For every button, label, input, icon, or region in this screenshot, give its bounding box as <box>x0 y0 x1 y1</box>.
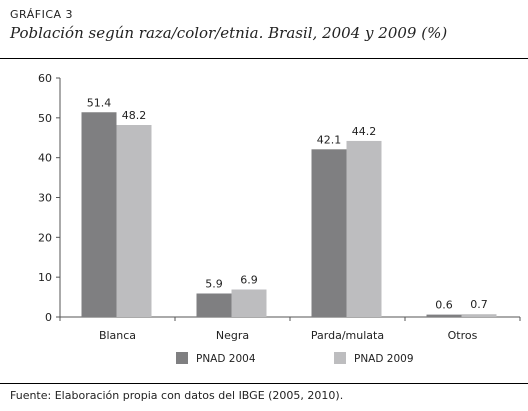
bar <box>81 112 117 317</box>
source-text: Elaboración propia con datos del IBGE (2… <box>51 389 344 402</box>
source-label: Fuente: <box>10 389 52 402</box>
top-rule <box>0 58 528 59</box>
legend-swatch <box>176 352 188 364</box>
x-tick-label: Blanca <box>99 329 136 342</box>
bar <box>116 125 152 318</box>
bar <box>311 149 347 317</box>
x-tick-label: Negra <box>216 329 249 342</box>
data-label: 0.6 <box>435 299 453 312</box>
legend-label: PNAD 2009 <box>354 353 414 365</box>
y-tick-label: 50 <box>38 112 52 125</box>
bar <box>461 314 497 317</box>
bottom-rule <box>0 383 528 384</box>
source-note: Fuente: Elaboración propia con datos del… <box>10 389 343 402</box>
y-tick-label: 30 <box>38 192 52 205</box>
bar-chart: 0 10 20 30 40 50 60 51.4 48.2 Blanca 5.9 6.9 Negra 42… <box>38 72 521 365</box>
x-tick-label: Parda/mulata <box>311 329 384 342</box>
bar <box>231 289 267 317</box>
legend-label: PNAD 2004 <box>196 353 256 365</box>
data-label: 5.9 <box>205 277 223 290</box>
y-tick-label: 10 <box>38 271 52 284</box>
y-tick-label: 0 <box>45 311 52 324</box>
chart-label: GRÁFICA 3 <box>10 8 74 21</box>
data-label: 6.9 <box>240 274 258 287</box>
x-tick-label: Otros <box>448 329 478 342</box>
y-tick-label: 40 <box>38 152 52 165</box>
data-label: 0.7 <box>470 298 488 311</box>
data-label: 51.4 <box>87 96 112 109</box>
data-label: 48.2 <box>122 109 147 122</box>
data-label: 44.2 <box>352 125 377 138</box>
bar <box>196 293 232 317</box>
y-tick-label: 20 <box>38 231 52 244</box>
data-label: 42.1 <box>317 133 342 146</box>
bar <box>346 140 382 317</box>
y-tick-label: 60 <box>38 72 52 85</box>
chart-title: Población según raza/color/etnia. Brasil… <box>10 24 448 42</box>
legend-swatch <box>334 352 346 364</box>
bar <box>426 314 462 317</box>
